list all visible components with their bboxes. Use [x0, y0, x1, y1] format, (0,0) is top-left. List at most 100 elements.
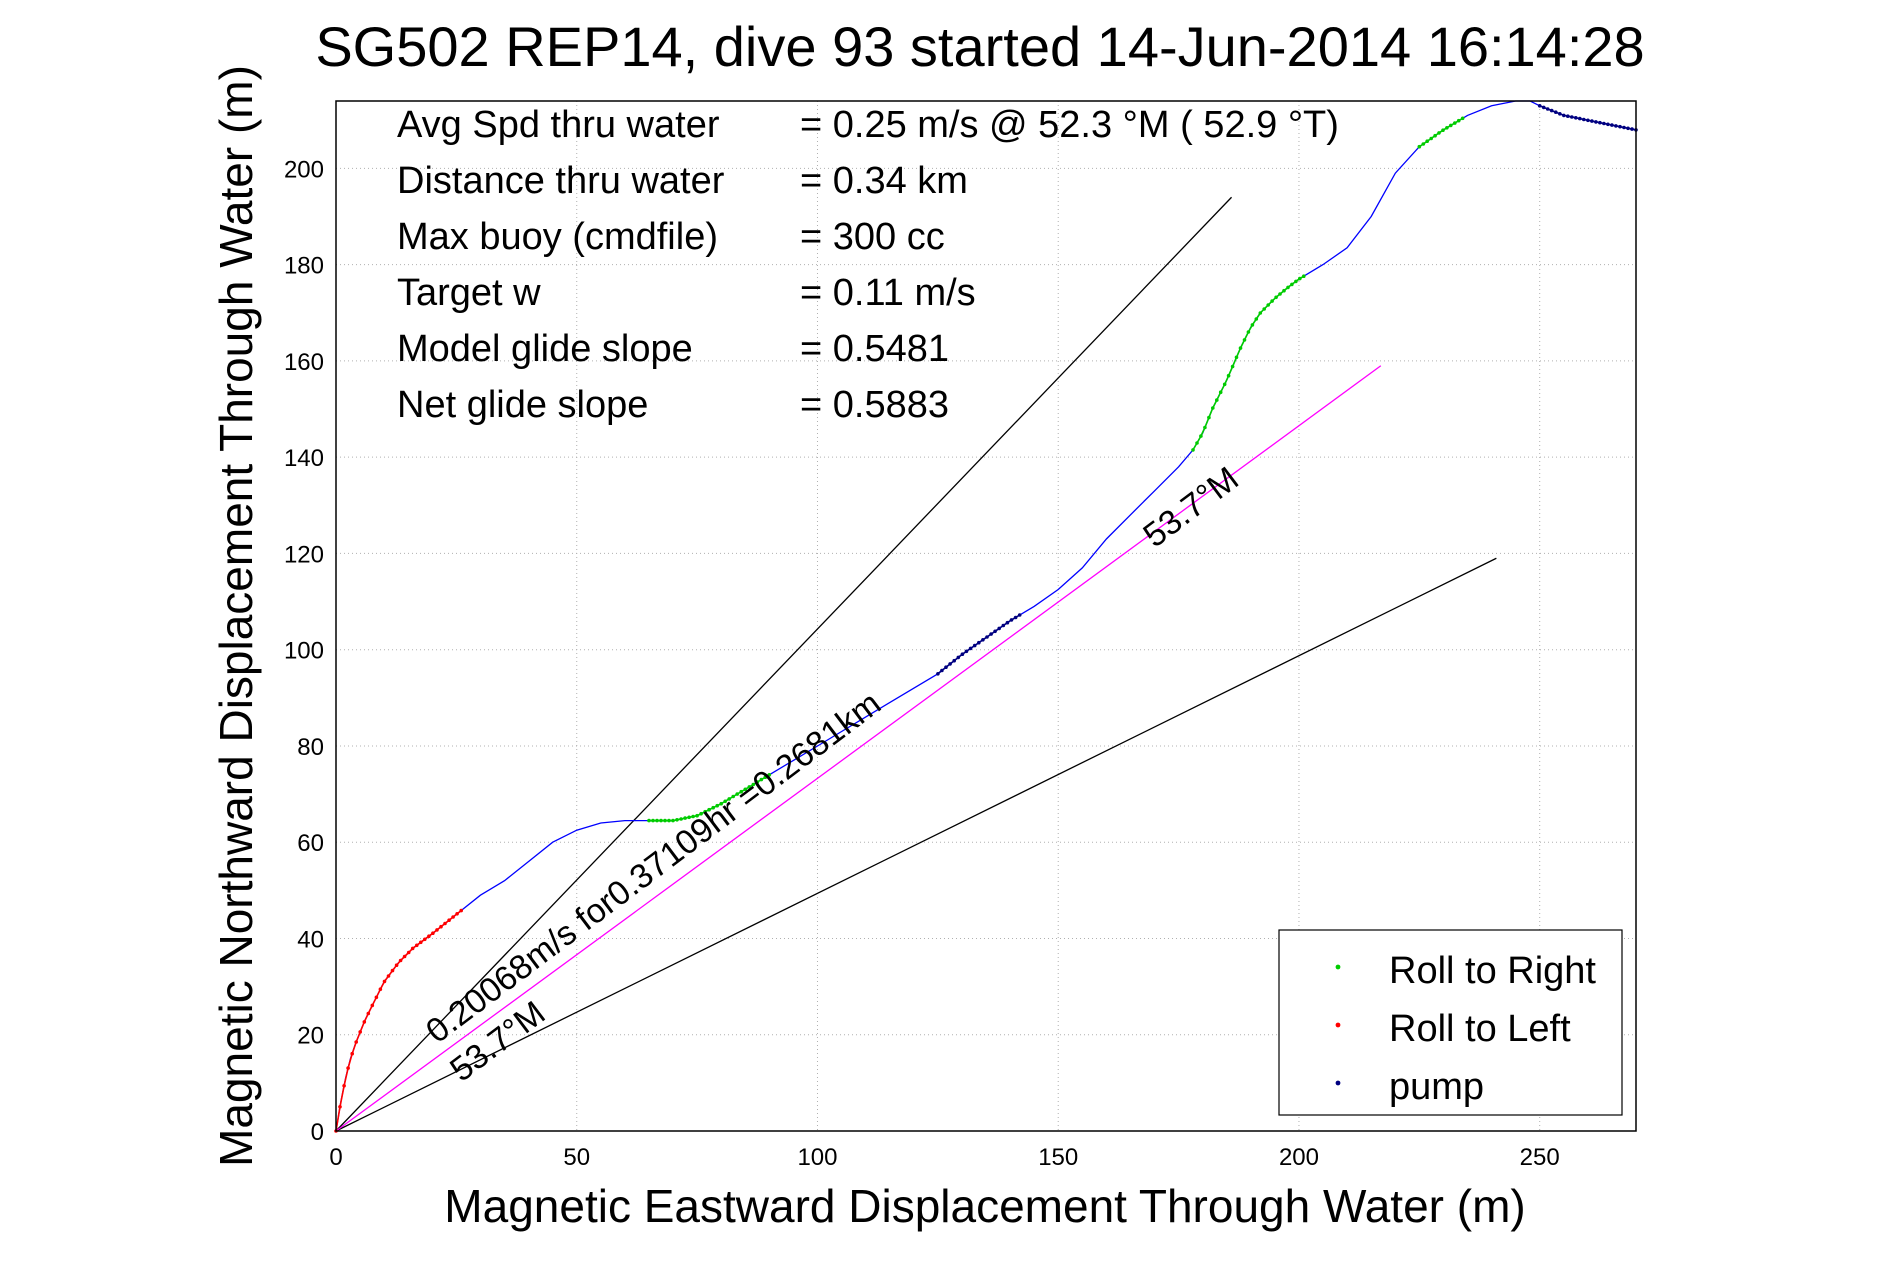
track-marker — [1250, 323, 1255, 327]
track-marker — [342, 1084, 346, 1088]
stat-value: = 300 cc — [800, 216, 945, 258]
stat-label: Avg Spd thru water — [397, 104, 720, 146]
track-marker — [1234, 355, 1239, 360]
y-tick-label: 20 — [297, 1023, 324, 1050]
track-marker — [455, 912, 459, 916]
track-marker — [1191, 448, 1195, 452]
track-marker — [1278, 292, 1282, 296]
track-marker — [719, 801, 723, 806]
track-marker — [695, 813, 699, 818]
track-marker — [952, 658, 956, 663]
x-tick-label: 250 — [1520, 1144, 1560, 1171]
track-marker — [1242, 338, 1247, 342]
track-marker — [374, 995, 379, 1000]
track-marker — [1578, 116, 1582, 121]
stat-value: = 0.34 km — [800, 160, 968, 202]
track-marker — [1274, 295, 1278, 300]
track-marker — [671, 818, 675, 823]
track-marker — [997, 626, 1001, 631]
track-marker — [1238, 346, 1243, 350]
track-marker — [655, 818, 659, 823]
track-marker — [386, 974, 391, 978]
track-marker — [1222, 382, 1227, 387]
track-marker — [683, 816, 687, 820]
track-marker — [960, 652, 965, 656]
track-marker — [723, 799, 727, 804]
stat-label: Max buoy (cmdfile) — [397, 216, 718, 258]
track-marker — [1286, 285, 1290, 290]
track-marker — [691, 814, 695, 819]
track-marker — [1545, 107, 1550, 111]
track-marker — [362, 1020, 367, 1024]
track-marker — [1618, 124, 1622, 129]
track-marker — [1207, 415, 1211, 420]
track-marker — [985, 635, 989, 639]
track-marker — [1460, 116, 1465, 121]
track-marker — [1001, 623, 1006, 628]
legend-label: Roll to Right — [1389, 950, 1596, 992]
legend-marker — [1335, 1080, 1341, 1086]
track-marker — [944, 665, 948, 669]
y-tick-label: 0 — [311, 1119, 324, 1146]
track-marker — [659, 818, 663, 823]
track-marker — [1017, 613, 1022, 617]
track-marker — [419, 940, 423, 945]
y-tick-label: 60 — [297, 830, 324, 857]
track-marker — [977, 640, 981, 645]
track-marker — [1290, 282, 1294, 287]
stat-value: = 0.11 m/s — [800, 272, 976, 314]
stat-label: Distance thru water — [397, 160, 725, 202]
track-marker — [1541, 105, 1546, 110]
reference-line-2 — [335, 365, 1382, 1132]
track-marker — [1445, 126, 1449, 130]
track-marker — [1582, 117, 1586, 122]
track-marker — [451, 915, 455, 919]
stat-value: = 0.5481 — [800, 328, 949, 370]
track-marker — [747, 785, 752, 789]
track-marker — [1433, 133, 1437, 138]
reference-line-1 — [335, 557, 1497, 1132]
track-marker — [1598, 120, 1602, 125]
track-marker — [1417, 144, 1422, 149]
track-marker — [1453, 121, 1457, 125]
y-tick-label: 200 — [284, 156, 324, 183]
track-marker — [1537, 104, 1542, 108]
track-marker — [1226, 373, 1231, 378]
track-marker — [735, 792, 739, 796]
y-tick-label: 180 — [284, 253, 324, 280]
track-marker — [1456, 118, 1461, 123]
track-marker — [1230, 364, 1235, 369]
track-marker — [1425, 139, 1429, 143]
track-marker — [366, 1011, 371, 1016]
track-marker — [443, 921, 447, 926]
track-marker — [1266, 303, 1270, 307]
track-marker — [993, 629, 997, 634]
track-marker — [1215, 398, 1219, 402]
track-marker — [707, 807, 711, 812]
track-marker — [1262, 307, 1266, 311]
track-marker — [1554, 110, 1558, 114]
track-marker — [699, 811, 703, 816]
track-marker — [354, 1040, 359, 1044]
track-marker — [751, 782, 756, 787]
track-marker — [1610, 123, 1614, 127]
track-marker — [1606, 122, 1610, 127]
stat-label: Target w — [397, 272, 541, 314]
track-marker — [402, 954, 407, 959]
track-marker — [338, 1105, 342, 1109]
track-marker — [1270, 299, 1274, 303]
track-marker — [1562, 113, 1566, 118]
track-marker — [459, 908, 464, 913]
x-tick-label: 0 — [329, 1144, 342, 1171]
track-marker — [755, 780, 760, 784]
track-marker — [715, 803, 719, 808]
legend-marker — [1335, 964, 1341, 970]
stat-label: Net glide slope — [397, 384, 648, 426]
track-marker — [1302, 274, 1306, 279]
stat-value: = 0.25 m/s @ 52.3 °M ( 52.9 °T) — [800, 104, 1339, 146]
track-marker — [727, 797, 731, 801]
track-marker — [968, 646, 973, 651]
track-marker — [1005, 620, 1010, 625]
track-marker — [346, 1066, 350, 1070]
track-marker — [1009, 618, 1014, 622]
